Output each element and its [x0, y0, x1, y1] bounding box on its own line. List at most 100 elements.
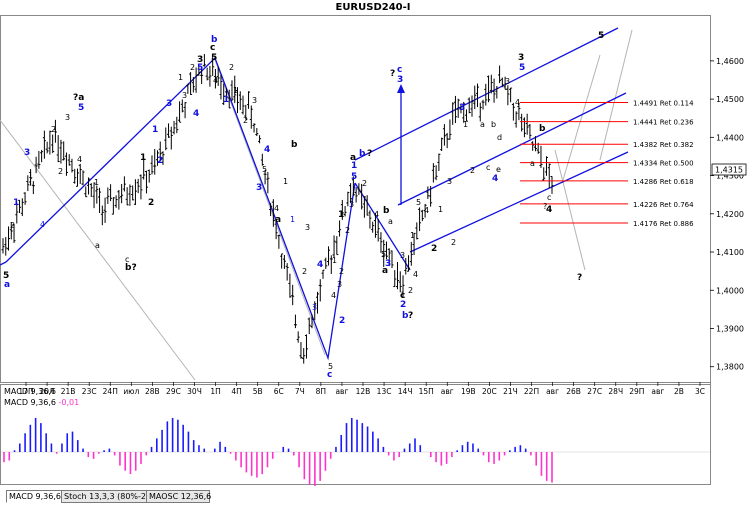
wave-label: 5	[416, 198, 421, 207]
wave-label: e	[496, 165, 501, 174]
tab-macd[interactable]: MACD 9,36,6	[6, 490, 64, 503]
wave-label: 1	[338, 210, 344, 220]
wave-label: 3	[337, 280, 342, 289]
current-price-value: 1,4315	[715, 166, 743, 175]
date-tick-label: 26В	[566, 387, 581, 396]
date-tick-label: 3С	[695, 387, 705, 396]
price-tick-label: 1,4000	[716, 286, 744, 295]
wave-label: 3	[505, 77, 510, 86]
price-axis: 1,4600 1,4500 1,4400 1,4300 1,4200 1,4100 1,40…	[710, 57, 744, 372]
date-tick-label: 1П	[210, 387, 220, 396]
price-tick-label: 1,4500	[716, 95, 744, 104]
wave-label: 4	[213, 76, 218, 85]
wave-label: a	[275, 215, 281, 225]
date-tick-label: 19В	[461, 387, 476, 396]
wave-label: 5	[211, 53, 217, 63]
wave-label: 5	[519, 63, 525, 73]
wave-label: 1	[410, 231, 415, 240]
target-arrow-head	[397, 84, 405, 93]
wave-label: 3	[312, 303, 317, 312]
wave-label: 3	[385, 259, 391, 269]
chart-title: EURUSD240-I	[335, 2, 410, 13]
date-tick-label: 30Ч	[187, 387, 202, 396]
wave-label: 3	[397, 75, 403, 85]
date-tick-label: 15П	[419, 387, 434, 396]
indicator-value: -0,01	[59, 398, 80, 407]
wave-label: 2	[362, 179, 367, 188]
wave-label: 1	[233, 86, 238, 95]
wave-label: 1	[463, 120, 468, 129]
wave-label: 2	[51, 125, 56, 134]
wave-label: 3	[305, 223, 310, 232]
wave-label: 4	[374, 210, 379, 219]
wave-label: 2	[451, 238, 456, 247]
wave-label: d	[497, 133, 502, 142]
wave-label: 2	[302, 267, 307, 276]
wave-label: b	[402, 311, 409, 321]
wave-label: 2	[400, 300, 406, 310]
wave-label: c	[400, 291, 405, 301]
wave-label: 4	[424, 206, 429, 215]
wave-label: 1	[178, 73, 183, 82]
channel-lower-line	[409, 151, 629, 253]
wave-label: b	[211, 35, 218, 45]
wave-label: 5	[328, 362, 333, 371]
gray-line	[214, 59, 326, 356]
wave-label: 1	[94, 178, 99, 187]
wave-label: 4	[331, 291, 336, 300]
wave-label: a	[388, 217, 393, 226]
gray-line	[554, 149, 586, 271]
wave-label: 1	[283, 177, 288, 186]
wave-label: 4	[492, 174, 498, 184]
date-tick-label: 12В	[356, 387, 371, 396]
wave-label: 2	[10, 221, 15, 230]
wave-label: a	[530, 159, 535, 168]
price-tick-label: 1,4400	[716, 133, 744, 142]
wave-label: c	[547, 193, 551, 202]
wave-label: ?	[577, 273, 582, 283]
gray-line	[0, 119, 196, 381]
current-price-marker: 1,4315	[711, 163, 747, 176]
wave-label: 2	[190, 63, 195, 72]
wave-label: 5	[598, 31, 604, 41]
price-tick-label: 1,4100	[716, 248, 744, 257]
wave-label: 3	[182, 91, 187, 100]
fib-label: 1.4382 Ret 0.382	[633, 141, 694, 149]
date-tick-label: 29С	[166, 387, 181, 396]
date-tick-label: авг	[441, 387, 454, 396]
wave-label: 3	[256, 183, 262, 193]
date-tick-label: 4П	[231, 387, 241, 396]
date-tick-label: авг	[335, 387, 348, 396]
tab-stoch[interactable]: Stoch 13,3,3 (80%-20%)	[61, 490, 162, 503]
wave-label: 2	[243, 116, 248, 125]
wave-label: 5	[381, 250, 386, 259]
wave-label: 2	[408, 286, 413, 295]
channel-upper-line	[354, 27, 619, 161]
date-tick-label: 6С	[274, 387, 284, 396]
wave-label: ?	[408, 311, 413, 321]
fib-label: 1.4286 Ret 0.618	[633, 178, 694, 186]
wave-label: 3	[166, 99, 172, 109]
fib-label: 1.4176 Ret 0.886	[633, 220, 694, 228]
date-tick-label: 23С	[82, 387, 97, 396]
gray-guide-lines	[0, 29, 633, 381]
date-axis: 17П 20Л 21В 23С 24П июл 28В 29С 30Ч 1П 4П 5В 6С 7Ч 8П а…	[18, 382, 705, 396]
date-tick-label: 22П	[524, 387, 539, 396]
date-tick-label: 8П	[316, 387, 326, 396]
fib-label: 1.4491 Ret 0.114	[633, 100, 694, 108]
wave-label: a	[350, 153, 356, 163]
wave-label: c	[397, 65, 402, 75]
tab-maosc[interactable]: MAOSC 12,36,6	[146, 490, 211, 503]
date-tick-label: 13С	[377, 387, 392, 396]
wave-label: ?	[367, 149, 372, 159]
wave-label: 5	[197, 63, 203, 73]
wave-label: b	[491, 120, 496, 129]
macd-histogram	[3, 418, 553, 486]
wave-label: ?a	[73, 93, 84, 103]
date-tick-label: 14Ч	[398, 387, 413, 396]
wave-label: 2	[470, 166, 475, 175]
wave-label: c	[125, 255, 129, 264]
fib-levels: 1.4491 Ret 0.114 1.4441 Ret 0.236 1.4382 R…	[520, 100, 694, 228]
wave-label: 2	[339, 316, 345, 326]
